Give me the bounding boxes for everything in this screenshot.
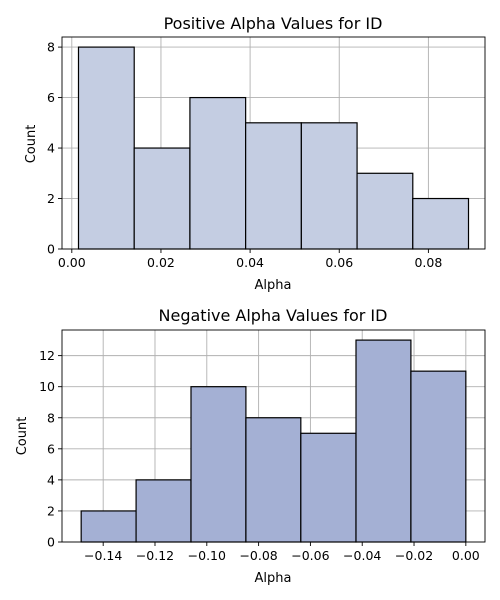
- histogram-bar: [356, 172, 414, 250]
- y-tick-label: 4: [47, 472, 55, 487]
- x-tick-label: 0.00: [58, 255, 86, 270]
- y-tick-label: 8: [47, 40, 55, 55]
- histogram-bar: [189, 96, 247, 250]
- y-tick-label: 6: [47, 441, 55, 456]
- histogram-bar: [190, 386, 247, 543]
- negative-alpha-chart: Negative Alpha Values for ID −0.14 −0.12−…: [15, 306, 486, 586]
- x-tick-label: 0.00: [452, 548, 480, 563]
- x-tick-label: −0.06: [291, 548, 329, 563]
- x-tick-label: −0.04: [343, 548, 381, 563]
- x-axis-label: Alpha: [255, 571, 292, 586]
- x-tick-label: 0.08: [414, 255, 442, 270]
- histogram-bar: [135, 479, 192, 543]
- x-axis-label: Alpha: [255, 278, 292, 293]
- plot-frame: [61, 36, 486, 250]
- y-axis-label: Count: [15, 417, 30, 456]
- x-tick-label: −0.10: [188, 548, 226, 563]
- histogram-bar: [80, 510, 137, 543]
- y-tick-label: 12: [39, 348, 55, 363]
- x-tick-label: −0.02: [395, 548, 433, 563]
- ticks: −0.14 −0.12 −0.10 −0.08 −0.06 −0.04 −0.02 0.00 0…: [39, 348, 480, 563]
- y-tick-label: 0: [47, 535, 55, 550]
- histogram-bar: [410, 370, 467, 543]
- chart-title: Negative Alpha Values for ID: [159, 306, 388, 325]
- x-tick-label: 0.04: [236, 255, 264, 270]
- histogram-bar: [300, 122, 358, 250]
- plot-frame: [61, 329, 486, 543]
- histogram-bar: [77, 46, 135, 250]
- y-tick-label: 8: [47, 410, 55, 425]
- histogram-bar: [412, 197, 470, 250]
- y-tick-label: 6: [47, 90, 55, 105]
- y-tick-label: 0: [47, 242, 55, 257]
- y-tick-label: 2: [47, 503, 55, 518]
- x-tick-label: −0.08: [239, 548, 277, 563]
- histogram-bar: [133, 147, 191, 250]
- chart-title: Positive Alpha Values for ID: [164, 14, 383, 33]
- positive-alpha-chart: Positive Alpha Values for ID 0.00 0.02 0.0…: [24, 14, 486, 293]
- x-tick-label: 0.06: [325, 255, 353, 270]
- histogram-bar: [355, 339, 412, 543]
- x-tick-label: −0.14: [84, 548, 122, 563]
- y-tick-label: 2: [47, 191, 55, 206]
- x-tick-label: 0.02: [147, 255, 175, 270]
- histogram-bar: [245, 122, 302, 250]
- ticks: 0.00 0.02 0.04 0.06 0.08 0 2 4 6 8: [47, 40, 442, 270]
- y-tick-label: 4: [47, 141, 55, 156]
- histogram-bar: [300, 432, 357, 543]
- y-axis-label: Count: [24, 125, 39, 164]
- bars: [80, 339, 467, 543]
- histogram-bar: [245, 417, 302, 543]
- x-tick-label: −0.12: [136, 548, 174, 563]
- y-tick-label: 10: [39, 379, 55, 394]
